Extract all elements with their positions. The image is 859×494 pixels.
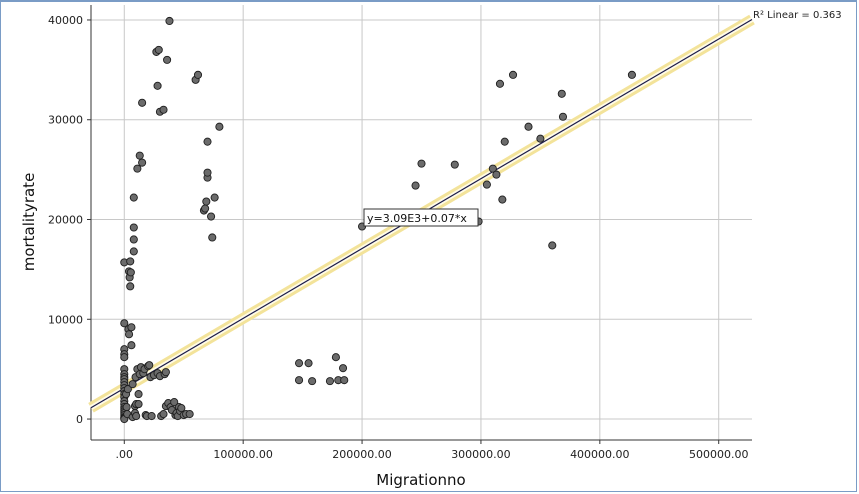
data-point [325, 377, 335, 386]
y-tick-label: 10000 [48, 313, 83, 326]
data-point [500, 137, 509, 146]
data-point [159, 105, 168, 114]
data-point [124, 330, 134, 339]
data-point [153, 81, 162, 90]
data-point [129, 235, 138, 244]
data-point [557, 89, 566, 98]
data-point [154, 45, 163, 54]
data-point [129, 247, 138, 256]
data-point [331, 353, 340, 362]
data-point [132, 412, 141, 421]
data-point [308, 377, 317, 386]
data-point [127, 323, 136, 332]
data-point [161, 368, 170, 377]
data-point [208, 233, 217, 242]
data-point [450, 160, 459, 169]
data-point [138, 158, 147, 167]
data-point [488, 164, 497, 173]
data-point [207, 212, 216, 221]
data-point [210, 193, 219, 202]
x-tick-label: 300000.00 [451, 448, 511, 461]
fit-equation-box [363, 208, 479, 227]
data-point [126, 282, 135, 291]
data-point [558, 112, 568, 121]
data-point [133, 164, 142, 173]
data-point [123, 385, 132, 394]
fit-equation-text: y=3.09E3+0.07*x [367, 212, 467, 225]
data-point [548, 241, 557, 250]
data-point [203, 137, 212, 146]
x-tick-label: .00 [116, 448, 134, 461]
data-point [134, 390, 143, 399]
y-tick-label: 40000 [48, 14, 83, 27]
data-point [508, 70, 518, 79]
data-point [411, 181, 420, 190]
data-point [536, 134, 545, 143]
y-tick-label: 0 [76, 413, 83, 426]
y-tick-label: 20000 [48, 214, 83, 227]
data-point [524, 122, 533, 131]
data-point [304, 359, 313, 368]
x-axis-label: Migrationno [376, 471, 465, 489]
data-point [129, 193, 138, 202]
data-point [177, 404, 186, 413]
data-point [193, 70, 203, 79]
data-point [203, 168, 212, 177]
data-point [338, 364, 348, 373]
data-point [147, 412, 156, 421]
y-axis-label: mortalityrate [20, 173, 38, 272]
tick-labels: .00 100000.00 200000.00 300000.00 400000.00 5… [48, 14, 748, 461]
plot-axes [90, 5, 752, 441]
data-point [122, 403, 131, 412]
r2-linear-label: R² Linear = 0.363 [753, 10, 842, 21]
data-point [120, 353, 129, 362]
data-point [492, 170, 501, 179]
data-point [159, 410, 168, 419]
x-tick-label: 200000.00 [332, 448, 392, 461]
data-point [294, 359, 304, 368]
data-point [129, 223, 138, 232]
data-point [340, 376, 349, 385]
x-tick-label: 100000.00 [213, 448, 273, 461]
data-points [120, 16, 636, 424]
data-point [165, 16, 174, 26]
y-tick-label: 30000 [48, 114, 83, 127]
data-point [495, 79, 505, 88]
data-point [163, 55, 172, 64]
data-point [128, 380, 137, 389]
data-point [127, 341, 136, 350]
data-point [482, 180, 491, 189]
data-point [134, 400, 143, 409]
data-point [498, 195, 507, 204]
data-point [215, 122, 224, 131]
data-point [126, 268, 135, 277]
data-point [120, 319, 129, 328]
data-point [417, 159, 426, 168]
data-point [201, 204, 210, 213]
data-point [185, 410, 194, 419]
data-point [202, 197, 211, 206]
fit-equation-label: y=3.09E3+0.07*x [363, 208, 479, 227]
data-point [135, 151, 144, 160]
data-point [138, 98, 147, 107]
data-point [145, 361, 154, 370]
data-point [170, 398, 179, 407]
data-point [294, 376, 304, 385]
x-tick-label: 400000.00 [570, 448, 630, 461]
x-tick-label: 500000.00 [689, 448, 749, 461]
data-point [126, 257, 135, 266]
data-point [627, 70, 636, 79]
